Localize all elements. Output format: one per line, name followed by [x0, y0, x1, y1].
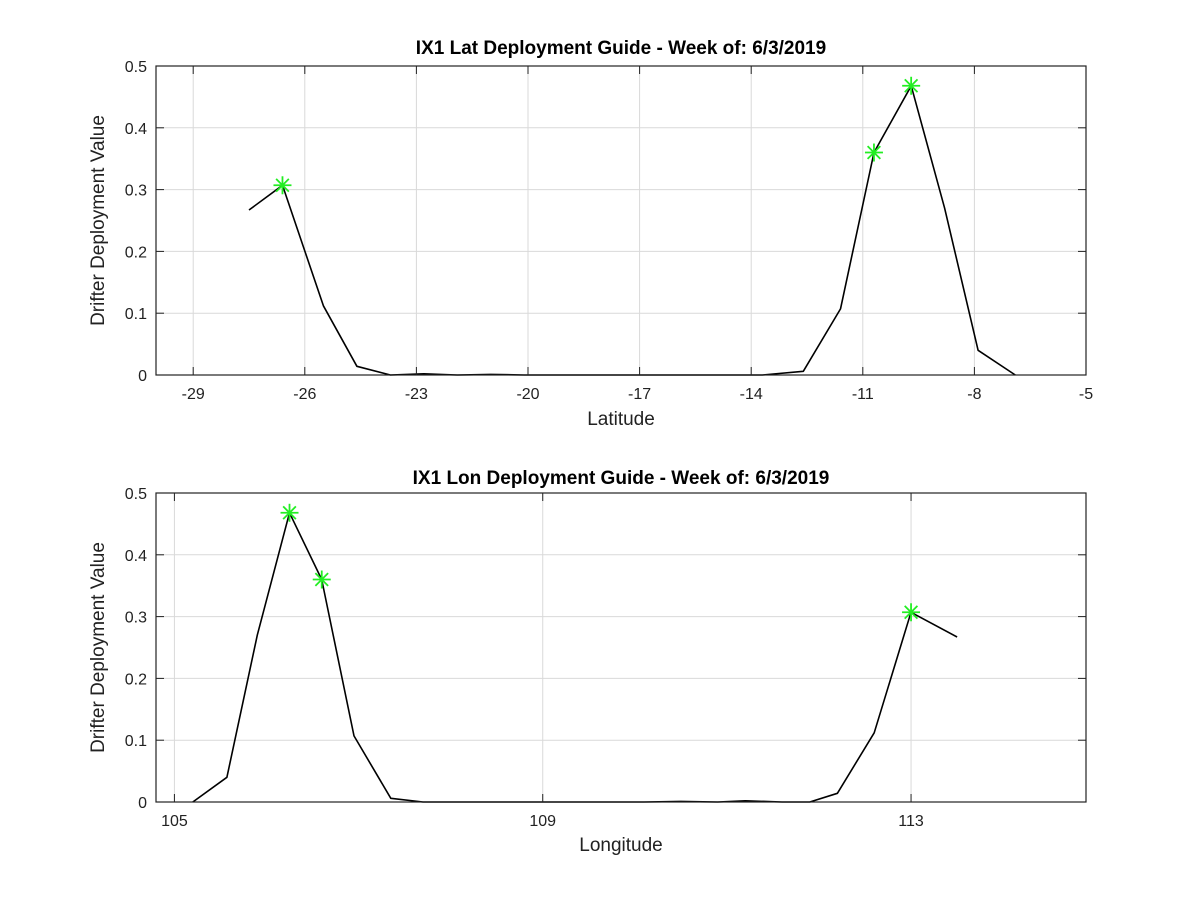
lat-peak-marker	[902, 76, 921, 95]
lat-plot: -29 -26 -23 -20 -17 -14 -11 -8 -5 0 0.1 0.2 0.3 0.4 0.…	[88, 38, 1093, 430]
lat-axes-frame	[155, 65, 1087, 376]
lat-chart-title: IX1 Lat Deployment Guide - Week of: 6/3/…	[416, 38, 826, 59]
lat-x-tick-label: -26	[293, 386, 316, 403]
lat-y-tick-label: 0.3	[125, 183, 147, 200]
lat-x-tick-label: -23	[405, 386, 428, 403]
lon-y-tick-label: 0.5	[125, 486, 147, 503]
lon-y-tick-label: 0.2	[125, 671, 147, 688]
lat-x-tick-label: -29	[182, 386, 205, 403]
lat-y-tick-label: 0	[138, 368, 147, 385]
lat-y-tick-label: 0.1	[125, 306, 147, 323]
lat-y-tick-label: 0.4	[125, 121, 147, 138]
lon-peak-marker	[902, 603, 921, 622]
lat-x-axis-label: Latitude	[587, 409, 655, 430]
lat-y-tick-label: 0.5	[125, 59, 147, 76]
lat-x-tick-label: -5	[1079, 386, 1093, 403]
lon-ticks: 105 109 113 0 0.1 0.2 0.3 0.4 0.5	[125, 486, 1086, 830]
lat-peak-marker	[864, 143, 883, 162]
lat-x-tick-label: -14	[740, 386, 763, 403]
lon-peak-marker	[280, 503, 299, 522]
lon-y-axis-label: Drifter Deployment Value	[88, 542, 109, 753]
lon-y-tick-label: 0.4	[125, 548, 147, 565]
lon-axes-frame	[155, 492, 1087, 803]
lon-chart-title: IX1 Lon Deployment Guide - Week of: 6/3/…	[413, 468, 830, 489]
lat-x-tick-label: -11	[852, 386, 874, 403]
lat-ticks: -29 -26 -23 -20 -17 -14 -11 -8 -5 0 0.1 0.2 0.3 0.4 0.…	[125, 59, 1093, 403]
lon-x-axis-label: Longitude	[579, 835, 662, 856]
lon-y-tick-label: 0.1	[125, 733, 147, 750]
lat-peak-marker	[273, 176, 292, 195]
lon-y-tick-label: 0	[138, 795, 147, 812]
lon-peak-marker	[312, 570, 331, 589]
lat-x-tick-label: -20	[516, 386, 539, 403]
lat-x-tick-label: -17	[628, 386, 651, 403]
lon-x-tick-label: 113	[898, 813, 924, 830]
lon-x-tick-label: 109	[529, 813, 556, 830]
lon-y-tick-label: 0.3	[125, 610, 147, 627]
lon-x-tick-label: 105	[161, 813, 188, 830]
lat-y-tick-label: 0.2	[125, 244, 147, 261]
lat-x-tick-label: -8	[967, 386, 981, 403]
lat-y-axis-label: Drifter Deployment Value	[88, 115, 109, 326]
lon-plot: 105 109 113 0 0.1 0.2 0.3 0.4 0.5 IX1 Lon Deploy…	[88, 468, 1087, 856]
